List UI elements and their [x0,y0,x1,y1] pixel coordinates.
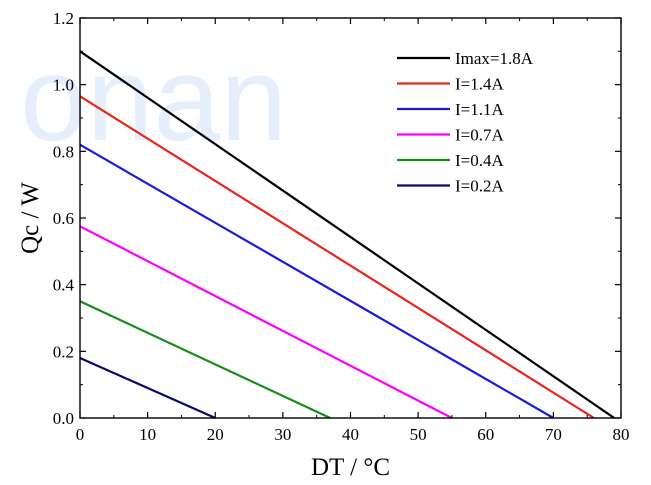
x-tick-label: 40 [342,425,359,444]
x-tick-label: 60 [477,425,494,444]
legend-label-5: I=0.4A [455,151,504,170]
x-tick-label: 30 [274,425,291,444]
series-line-5 [79,300,331,419]
series-line-3 [79,143,554,419]
series-line-6 [79,356,216,420]
series-line-4 [79,225,453,419]
legend-label-4: I=0.7A [455,126,504,145]
y-tick-label: 1.0 [53,76,74,95]
y-tick-label: 0.8 [53,142,74,161]
y-tick-label: 0.2 [53,342,74,361]
series-line-2 [79,95,595,419]
x-tick-label: 50 [410,425,427,444]
legend-label-1: Imax=1.8A [455,49,534,68]
x-tick-label: 20 [207,425,224,444]
y-tick-label: 0.4 [53,276,75,295]
x-tick-label: 70 [545,425,562,444]
y-tick-label: 0.6 [53,209,74,228]
axes: 0 10 20 30 40 50 60 70 80 0.0 0.2 0.4 0.6 0.8 1.0 1.2 [53,9,630,444]
x-tick-label: 80 [613,425,630,444]
watermark-text: onan [20,32,287,166]
legend: Imax=1.8A I=1.4A I=1.1A I=0.7A I=0.4A I=0.2A [397,49,534,196]
legend-label-3: I=1.1A [455,100,504,119]
series-line-1 [79,50,615,419]
x-tick-label: 10 [139,425,156,444]
legend-label-6: I=0.2A [455,177,504,196]
x-tick-label: 0 [76,425,85,444]
y-tick-label: 0.0 [53,409,74,428]
plot-area [79,50,615,420]
x-axis-title: DT / °C [311,454,390,481]
y-tick-label: 1.2 [53,9,74,28]
legend-label-2: I=1.4A [455,75,504,94]
y-axis-title: Qc / W [17,182,44,254]
